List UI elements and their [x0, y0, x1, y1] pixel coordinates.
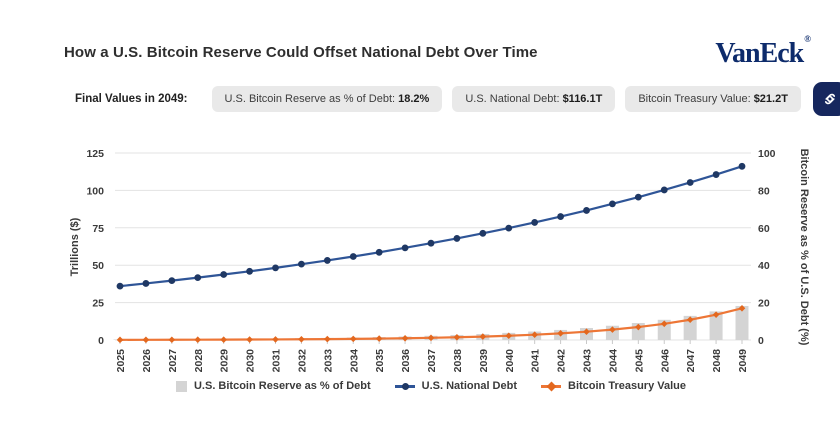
- pill-national-debt: U.S. National Debt: $116.1T: [452, 86, 616, 112]
- svg-text:2036: 2036: [400, 349, 412, 373]
- pill-national-debt-label: U.S. National Debt:: [465, 93, 563, 105]
- svg-text:2043: 2043: [582, 349, 594, 373]
- legend-item-national-debt[interactable]: U.S. National Debt: [394, 380, 517, 392]
- y-axis-right-labels: 0 20 40 60 80 100: [758, 148, 776, 347]
- svg-text:2041: 2041: [530, 349, 542, 373]
- svg-text:50: 50: [92, 260, 104, 272]
- svg-text:2028: 2028: [193, 349, 205, 373]
- svg-text:2031: 2031: [271, 349, 283, 373]
- svg-text:2033: 2033: [322, 349, 334, 373]
- svg-text:2039: 2039: [478, 349, 490, 373]
- svg-text:2027: 2027: [167, 349, 179, 373]
- svg-text:100: 100: [758, 148, 776, 160]
- svg-text:2032: 2032: [296, 349, 308, 373]
- page-title: How a U.S. Bitcoin Reserve Could Offset …: [64, 44, 538, 61]
- svg-text:2048: 2048: [711, 349, 723, 373]
- chart-area: 0 25 50 75 100 125 0 20 40 60 80 100 2025 2026 2027 202…: [0, 130, 840, 390]
- svg-text:2044: 2044: [607, 349, 619, 373]
- svg-text:125: 125: [86, 148, 104, 160]
- svg-text:2042: 2042: [556, 349, 568, 373]
- registered-mark: ®: [804, 33, 811, 44]
- svg-text:2046: 2046: [659, 349, 671, 373]
- pill-treasury-value-value: $21.2T: [753, 93, 788, 105]
- svg-text:100: 100: [86, 185, 104, 197]
- svg-text:2025: 2025: [115, 349, 127, 373]
- svg-text:2037: 2037: [426, 349, 438, 373]
- legend-bar-swatch: [175, 380, 187, 392]
- pill-national-debt-value: $116.1T: [562, 93, 603, 105]
- x-axis-labels: 2025 2026 2027 2028 2029 2030 2031 2032 2033 2034…: [115, 340, 749, 372]
- pill-reserve-pct-label: U.S. Bitcoin Reserve as % of Debt:: [224, 93, 399, 105]
- line-series: [116, 162, 746, 344]
- svg-text:0: 0: [758, 335, 764, 347]
- svg-text:2029: 2029: [219, 349, 231, 373]
- svg-text:2035: 2035: [374, 349, 386, 373]
- svg-text:2040: 2040: [504, 349, 516, 373]
- svg-text:2034: 2034: [348, 349, 360, 373]
- line-series-national-debt: [116, 162, 746, 290]
- svg-text:0: 0: [98, 335, 104, 347]
- svg-text:2026: 2026: [141, 349, 153, 373]
- legend-item-treasury-value[interactable]: Bitcoin Treasury Value: [541, 380, 686, 392]
- link-icon: [821, 90, 839, 108]
- svg-text:2049: 2049: [737, 349, 749, 373]
- pill-reserve-pct: U.S. Bitcoin Reserve as % of Debt: 18.2%: [211, 86, 443, 112]
- brand-name: VanEck: [715, 38, 804, 69]
- svg-text:2038: 2038: [452, 349, 464, 373]
- svg-text:2047: 2047: [685, 349, 697, 373]
- chart-legend: U.S. Bitcoin Reserve as % of Debt U.S. N…: [120, 380, 742, 392]
- legend-label-reserve-pct: U.S. Bitcoin Reserve as % of Debt: [193, 380, 371, 392]
- line-series-treasury-value: [116, 304, 746, 344]
- legend-item-reserve-pct[interactable]: U.S. Bitcoin Reserve as % of Debt: [175, 380, 371, 392]
- svg-text:2045: 2045: [633, 349, 645, 373]
- svg-text:80: 80: [758, 185, 770, 197]
- svg-text:60: 60: [758, 223, 770, 235]
- vaneck-logo: VanEck®: [715, 34, 811, 69]
- final-values-label: Final Values in 2049:: [75, 93, 188, 105]
- legend-label-treasury-value: Bitcoin Treasury Value: [568, 380, 686, 392]
- gridlines: [115, 152, 751, 341]
- svg-text:40: 40: [758, 260, 770, 272]
- title-row: How a U.S. Bitcoin Reserve Could Offset …: [64, 34, 811, 72]
- svg-text:25: 25: [92, 298, 104, 310]
- final-values-row: Final Values in 2049: U.S. Bitcoin Reser…: [75, 82, 840, 116]
- share-link-button[interactable]: [812, 82, 840, 116]
- legend-line-swatch-blue: [394, 381, 415, 391]
- y-axis-left-labels: 0 25 50 75 100 125: [86, 148, 104, 347]
- svg-text:Trillions ($): Trillions ($): [69, 217, 81, 276]
- svg-text:75: 75: [92, 223, 104, 235]
- svg-text:Bitcoin Reserve as % of U.S. D: Bitcoin Reserve as % of U.S. Debt (%): [798, 149, 810, 346]
- legend-label-national-debt: U.S. National Debt: [421, 380, 517, 392]
- legend-line-swatch-orange: [541, 381, 561, 392]
- pill-treasury-value: Bitcoin Treasury Value: $21.2T: [625, 86, 801, 112]
- svg-text:2030: 2030: [245, 349, 257, 373]
- axis-titles: Trillions ($) Bitcoin Reserve as % of U.S…: [69, 149, 810, 346]
- pill-treasury-value-label: Bitcoin Treasury Value:: [638, 93, 754, 105]
- pill-reserve-pct-value: 18.2%: [398, 93, 430, 105]
- svg-text:20: 20: [758, 298, 770, 310]
